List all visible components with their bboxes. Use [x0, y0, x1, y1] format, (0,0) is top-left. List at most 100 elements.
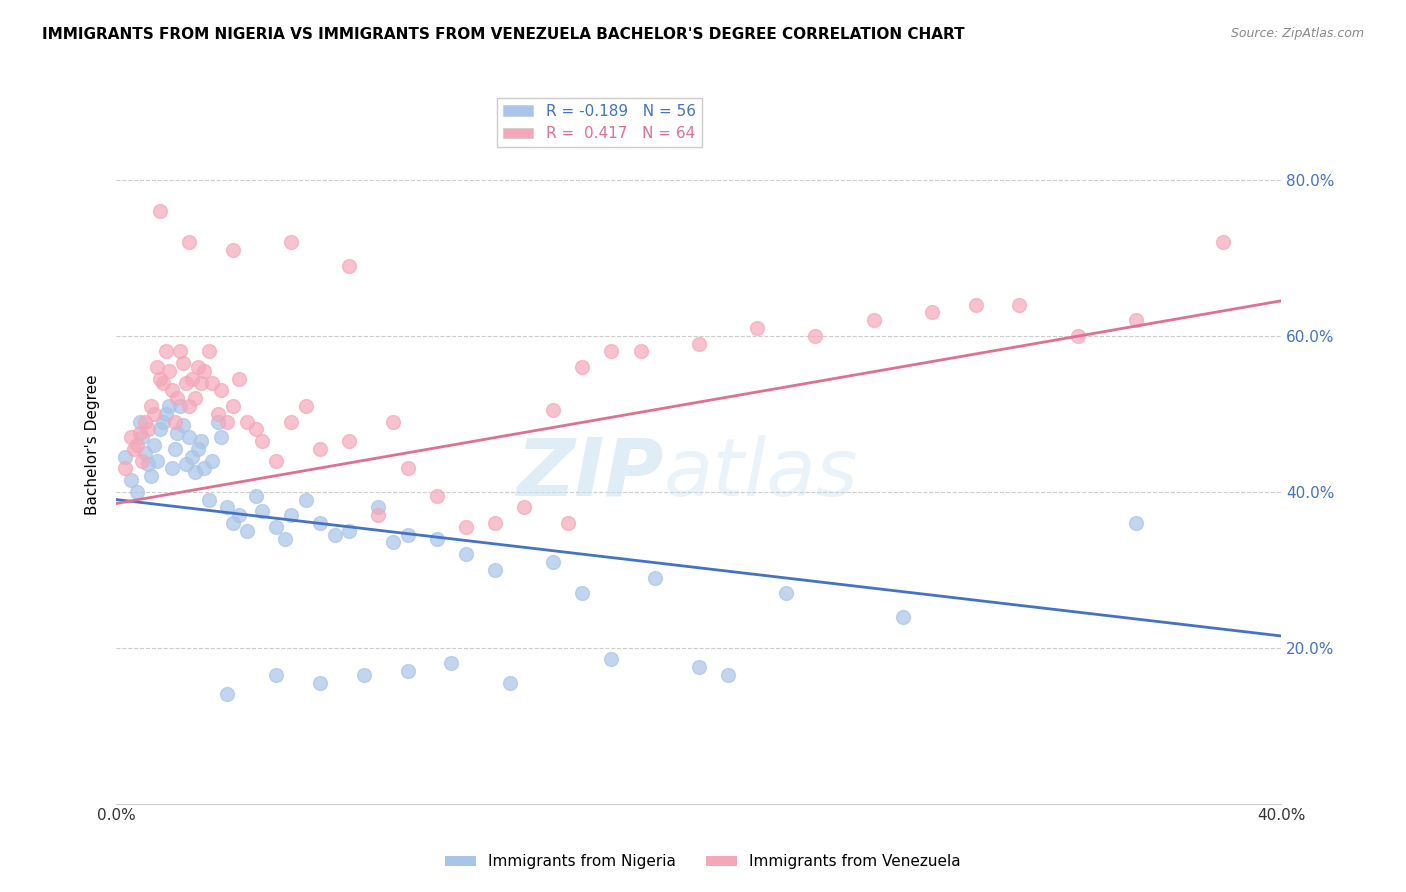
Point: [337, 434, 360, 448]
Point: [1125, 313, 1147, 327]
Point: [309, 442, 332, 456]
Point: [160, 461, 183, 475]
Point: [149, 204, 172, 219]
Point: [155, 407, 177, 421]
Point: [207, 407, 229, 421]
Point: [557, 516, 579, 530]
Point: [128, 415, 150, 429]
Point: [323, 527, 346, 541]
Point: [215, 415, 238, 429]
Point: [222, 516, 245, 530]
Point: [236, 524, 259, 538]
Point: [201, 453, 224, 467]
Point: [155, 344, 177, 359]
Point: [367, 508, 389, 523]
Point: [174, 458, 197, 472]
Point: [630, 344, 652, 359]
Point: [157, 364, 180, 378]
Point: [143, 407, 166, 421]
Point: [149, 372, 172, 386]
Point: [337, 524, 360, 538]
Point: [228, 372, 250, 386]
Legend: Immigrants from Nigeria, Immigrants from Venezuela: Immigrants from Nigeria, Immigrants from…: [439, 848, 967, 875]
Text: atlas: atlas: [664, 434, 859, 513]
Point: [382, 415, 405, 429]
Point: [644, 570, 666, 584]
Point: [169, 399, 191, 413]
Point: [274, 532, 297, 546]
Point: [128, 426, 150, 441]
Point: [426, 532, 449, 546]
Point: [309, 516, 332, 530]
Point: [136, 422, 159, 436]
Point: [236, 415, 259, 429]
Point: [454, 520, 477, 534]
Point: [177, 235, 200, 250]
Point: [134, 415, 156, 429]
Point: [600, 652, 623, 666]
Point: [146, 453, 169, 467]
Point: [266, 520, 288, 534]
Point: [541, 403, 564, 417]
Point: [571, 586, 593, 600]
Point: [280, 508, 302, 523]
Point: [146, 359, 169, 374]
Point: [513, 500, 536, 515]
Point: [1066, 329, 1088, 343]
Point: [440, 657, 463, 671]
Point: [201, 376, 224, 390]
Point: [174, 376, 197, 390]
Point: [1125, 516, 1147, 530]
Point: [571, 359, 593, 374]
Point: [266, 453, 288, 467]
Point: [143, 438, 166, 452]
Point: [775, 586, 797, 600]
Point: [172, 356, 194, 370]
Point: [160, 384, 183, 398]
Legend: R = -0.189   N = 56, R =  0.417   N = 64: R = -0.189 N = 56, R = 0.417 N = 64: [496, 97, 702, 147]
Point: [209, 430, 232, 444]
Point: [250, 434, 273, 448]
Point: [177, 430, 200, 444]
Point: [353, 668, 375, 682]
Point: [382, 535, 405, 549]
Point: [209, 384, 232, 398]
Y-axis label: Bachelor's Degree: Bachelor's Degree: [86, 375, 100, 516]
Point: [396, 664, 419, 678]
Point: [294, 492, 316, 507]
Point: [163, 415, 186, 429]
Point: [717, 668, 740, 682]
Point: [745, 321, 768, 335]
Point: [122, 442, 145, 456]
Point: [426, 489, 449, 503]
Point: [157, 399, 180, 413]
Point: [965, 298, 987, 312]
Text: Source: ZipAtlas.com: Source: ZipAtlas.com: [1230, 27, 1364, 40]
Point: [250, 504, 273, 518]
Point: [309, 675, 332, 690]
Point: [136, 458, 159, 472]
Point: [114, 461, 136, 475]
Point: [177, 399, 200, 413]
Point: [541, 555, 564, 569]
Point: [215, 500, 238, 515]
Point: [141, 399, 163, 413]
Point: [198, 492, 221, 507]
Point: [337, 259, 360, 273]
Point: [131, 453, 153, 467]
Point: [484, 516, 506, 530]
Point: [166, 426, 188, 441]
Point: [190, 376, 212, 390]
Point: [166, 391, 188, 405]
Point: [152, 376, 174, 390]
Point: [245, 422, 267, 436]
Point: [280, 235, 302, 250]
Point: [921, 305, 943, 319]
Point: [125, 484, 148, 499]
Point: [498, 675, 520, 690]
Point: [181, 450, 204, 464]
Point: [193, 461, 215, 475]
Point: [181, 372, 204, 386]
Point: [891, 609, 914, 624]
Point: [184, 391, 207, 405]
